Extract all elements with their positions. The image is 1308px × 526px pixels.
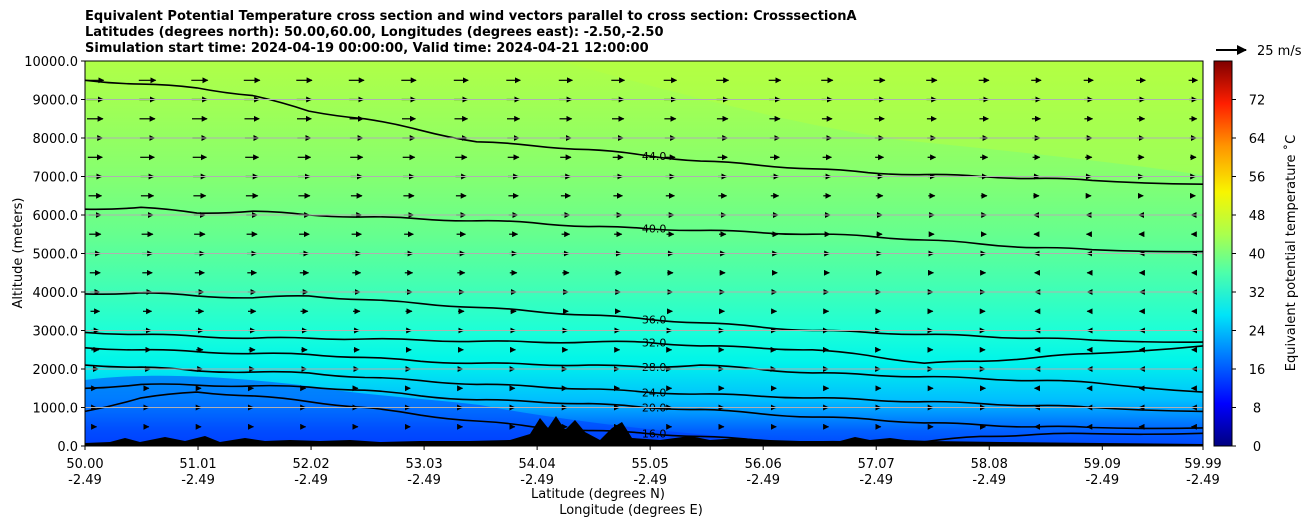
y-tick-label: 3000.0 [33,325,79,340]
y-tick-label: 6000.0 [33,209,79,224]
x-tick-label-lon: -2.49 [520,473,554,488]
contour-line [85,206,1203,253]
x-tick-label-lat: 56.06 [745,457,782,472]
colorbar-tick-label: 32 [1249,286,1266,301]
x-tick-label-lon: -2.49 [1085,473,1119,488]
colorbar-ticks: 0 8 16 24 32 40 48 56 64 72 [1232,94,1266,455]
x-tick-label-lat: 57.07 [858,457,895,472]
colorbar-tick-label: 16 [1249,363,1266,378]
x-tick-label-lat: 52.02 [292,457,329,472]
contour-lines: 16.0 20.0 24.0 28.0 32.0 36.0 40.0 44.0 [85,79,1203,444]
contour-label: 16.0 [642,428,667,441]
x-tick-label-lat: 51.01 [179,457,216,472]
x-tick-label-lon: -2.49 [407,473,441,488]
contour-line [85,364,1203,413]
y-tick-label: 0.0 [57,440,78,455]
colorbar [1213,60,1233,447]
y-tick-label: 7000.0 [33,171,79,186]
contour-line [85,331,1203,365]
contour-line [85,383,1203,430]
colorbar-tick-label: 0 [1253,440,1261,455]
x-tick-label-lat: 54.04 [519,457,556,472]
contour-label: 32.0 [642,336,667,349]
x-tick-label-lat: 58.08 [971,457,1008,472]
x-tick-label-lon: -2.49 [294,473,328,488]
contour-label: 20.0 [642,402,667,415]
x-tick-label-lon: -2.49 [1186,473,1220,488]
x-tick-label-lon: -2.49 [972,473,1006,488]
y-axis-ticks: 0.0 1000.0 2000.0 3000.0 4000.0 5000.0 6000.0 7… [24,55,85,455]
contour-label: 36.0 [642,313,667,326]
colorbar-tick-label: 8 [1253,402,1261,417]
y-tick-label: 10000.0 [24,55,78,70]
x-tick-label-lat: 59.99 [1184,457,1221,472]
quiver-key-label: 25 m/s [1257,44,1302,59]
contour-label: 28.0 [642,361,667,374]
colorbar-tick-label: 56 [1249,171,1266,186]
x-axis-label-latitude: Latitude (degrees N) [531,487,665,502]
colorbar-tick-label: 48 [1249,209,1266,224]
x-tick-label-lat: 59.09 [1084,457,1121,472]
colorbar-tick-label: 24 [1249,325,1266,340]
colorbar-tick-label: 72 [1249,94,1266,109]
y-tick-label: 1000.0 [33,402,79,417]
y-axis-label: Altitude (meters) [11,198,26,309]
chart-title-3: Simulation start time: 2024-04-19 00:00:… [85,41,649,56]
x-axis-label-longitude: Longitude (degrees E) [559,503,703,518]
colorbar-tick-label: 64 [1249,132,1266,147]
contour-line [85,391,1203,444]
y-tick-label: 4000.0 [33,286,79,301]
x-tick-label-lon: -2.49 [859,473,893,488]
chart-title-1: Equivalent Potential Temperature cross s… [85,9,857,24]
contour-label: 44.0 [642,150,667,163]
x-tick-label-lon: -2.49 [68,473,102,488]
x-tick-label-lat: 50.00 [66,457,103,472]
horizontal-gridlines [85,99,1203,408]
x-axis-ticks: 50.00-2.4951.01-2.4952.02-2.4953.03-2.49… [66,446,1222,488]
contour-line [85,347,1203,393]
x-tick-label-lon: -2.49 [181,473,215,488]
colorbar-label: Equivalent potential temperature ˚C [1283,135,1299,371]
contour-label: 40.0 [642,223,667,236]
y-tick-label: 9000.0 [33,94,79,109]
terrain [85,416,1203,446]
y-tick-label: 5000.0 [33,248,79,263]
contour-label: 24.0 [642,386,667,399]
quiver-key: 25 m/s [1216,44,1302,59]
x-tick-label-lat: 53.03 [405,457,442,472]
x-tick-label-lon: -2.49 [746,473,780,488]
y-tick-label: 8000.0 [33,132,79,147]
contour-line [85,291,1203,343]
y-tick-label: 2000.0 [33,363,79,378]
x-tick-label-lon: -2.49 [633,473,667,488]
chart-title-2: Latitudes (degrees north): 50.00,60.00, … [85,25,664,40]
x-tick-label-lat: 55.05 [632,457,669,472]
colorbar-tick-label: 40 [1249,248,1266,263]
